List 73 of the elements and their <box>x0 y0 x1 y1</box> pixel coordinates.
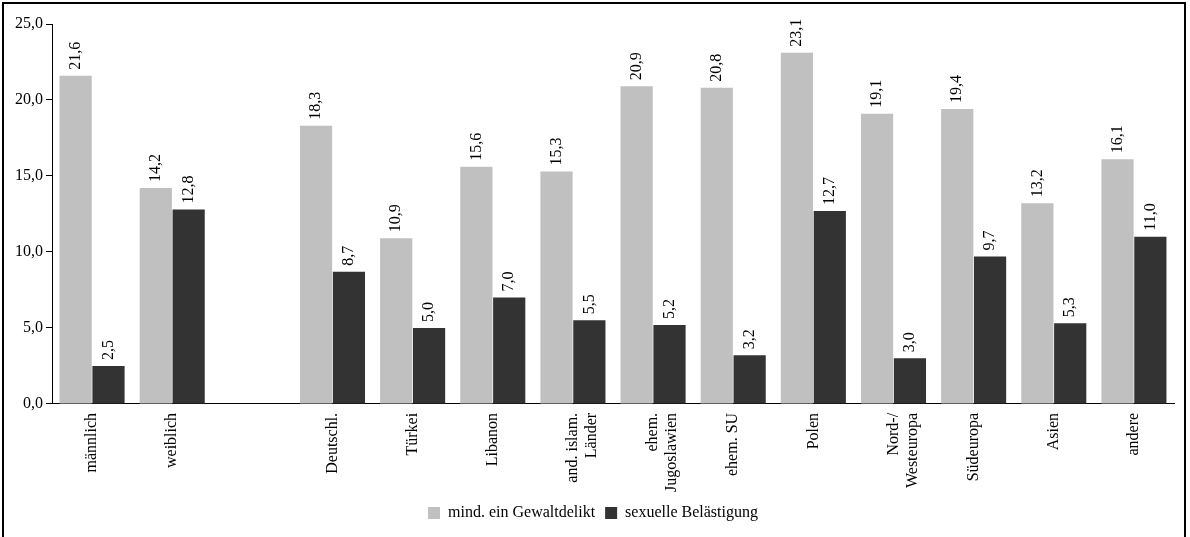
bar <box>733 355 766 404</box>
x-tick-label: Polen <box>803 412 821 450</box>
data-label: 5,3 <box>1060 297 1078 318</box>
x-tick-label: Türkei <box>402 412 420 456</box>
bar <box>973 256 1007 404</box>
bar <box>1134 236 1167 404</box>
bar <box>813 210 846 404</box>
bar <box>1054 323 1087 404</box>
data-label: 15,6 <box>466 132 484 161</box>
y-tick-label: 15,0 <box>15 166 43 184</box>
data-label: 7,0 <box>499 271 517 292</box>
y-tick-label: 5,0 <box>23 318 43 336</box>
bar <box>172 209 205 404</box>
bar <box>1101 159 1134 404</box>
data-label: 21,6 <box>65 41 83 70</box>
data-label: 3,0 <box>900 332 918 353</box>
bar <box>299 125 333 404</box>
data-label: 13,2 <box>1027 169 1045 198</box>
legend-label: mind. ein Gewaltdelikt <box>448 503 596 521</box>
y-tick-label: 20,0 <box>15 90 43 108</box>
data-label: 14,2 <box>145 154 163 183</box>
bar <box>92 365 125 404</box>
bar <box>139 188 172 404</box>
data-label: 2,5 <box>98 339 116 360</box>
data-label: 18,3 <box>306 91 324 120</box>
data-label: 10,9 <box>386 204 404 233</box>
data-label: 23,1 <box>787 18 805 47</box>
data-label: 9,7 <box>980 230 998 251</box>
legend-label: sexuelle Belästigung <box>625 503 758 522</box>
data-label: 19,1 <box>867 79 885 108</box>
bar <box>412 327 446 404</box>
data-label: 16,1 <box>1107 125 1125 154</box>
x-tick-label: andere <box>1124 412 1142 456</box>
bar <box>59 75 92 404</box>
bar <box>700 87 733 404</box>
y-tick-label: 25,0 <box>15 14 43 32</box>
data-label: 5,2 <box>659 298 677 319</box>
x-tick-label: Libanon <box>482 412 500 467</box>
x-tick-label: weiblich <box>162 412 180 468</box>
bar <box>860 113 894 404</box>
bar <box>380 238 413 404</box>
x-tick-label: ehem. SU <box>723 412 741 477</box>
data-label: 12,7 <box>819 176 837 205</box>
bar <box>460 166 493 404</box>
y-tick-label: 0,0 <box>23 394 43 412</box>
data-label: 19,4 <box>947 75 965 104</box>
y-tick-label: 10,0 <box>15 242 43 260</box>
data-label: 12,8 <box>178 175 196 204</box>
bar <box>332 271 366 404</box>
x-tick-label: Südeuropa <box>963 412 982 482</box>
data-label: 11,0 <box>1140 203 1158 231</box>
bar <box>941 109 974 404</box>
bar <box>1021 203 1054 404</box>
data-label: 20,9 <box>626 52 644 81</box>
bar <box>493 297 526 404</box>
x-tick-label: Asien <box>1043 412 1061 451</box>
data-label: 20,8 <box>706 53 724 82</box>
x-tick-label: and. islam. Länder <box>563 412 600 483</box>
data-label: 8,7 <box>339 245 357 266</box>
bar <box>893 358 927 404</box>
bar <box>540 171 573 404</box>
bar <box>653 324 686 404</box>
bar <box>573 320 606 404</box>
x-tick-label: Deutschl. <box>322 412 340 474</box>
data-label: 3,2 <box>739 329 757 350</box>
x-tick-label: Nord-/ Westeuropa <box>883 412 921 489</box>
x-tick-label: männlich <box>82 412 100 473</box>
bar <box>780 52 814 404</box>
data-label: 5,0 <box>419 301 437 322</box>
x-tick-label: ehem. Jugoslawien <box>643 412 681 493</box>
bar <box>620 86 653 404</box>
data-label: 15,3 <box>546 137 564 166</box>
data-label: 5,5 <box>579 294 597 315</box>
